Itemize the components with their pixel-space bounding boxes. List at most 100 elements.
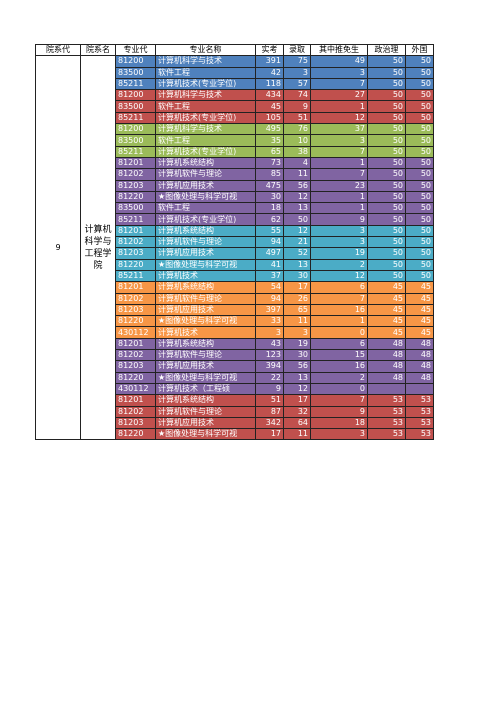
number-cell: 55 (255, 224, 284, 238)
number-cell: 50 (405, 123, 434, 136)
major-code: 85211 (115, 111, 156, 125)
major-code: 81203 (115, 360, 156, 373)
number-cell: 50 (367, 156, 406, 170)
number-cell: 50 (367, 123, 406, 136)
number-cell: 50 (367, 145, 406, 158)
number-cell: 17 (255, 428, 284, 441)
table-row: 81202 计算机软件与理论 87 32 9 53 53 (36, 405, 434, 418)
major-name: 计算机软件与理论 (155, 168, 256, 181)
major-name: 软件工程 (155, 66, 256, 79)
number-cell: 342 (255, 416, 284, 430)
column-header: 专业名称 (155, 43, 256, 57)
number-cell: 50 (367, 224, 406, 238)
number-cell: 50 (405, 89, 434, 102)
number-cell: 7 (310, 394, 368, 407)
major-name: 计算机技术(专业学位) (155, 111, 256, 125)
table-row: 81203 计算机应用技术 342 64 18 53 53 (36, 416, 434, 430)
number-cell: 1 (310, 190, 368, 204)
major-name: 计算机技术(专业学位) (155, 213, 256, 226)
number-cell: 74 (283, 89, 311, 102)
number-cell: 18 (255, 202, 284, 215)
number-cell: 11 (283, 428, 311, 441)
number-cell: 3 (310, 224, 368, 238)
number-cell: 50 (367, 66, 406, 79)
major-name: 计算机应用技术 (155, 416, 256, 430)
major-code: 81201 (115, 156, 156, 170)
number-cell: 50 (367, 77, 406, 91)
number-cell: 52 (283, 247, 311, 260)
number-cell: 37 (310, 123, 368, 136)
number-cell: 45 (405, 281, 434, 294)
number-cell: 26 (283, 292, 311, 305)
major-name: 计算机科学与技术 (155, 89, 256, 102)
table-row: 81202 计算机软件与理论 123 30 15 48 48 (36, 349, 434, 362)
number-cell: 53 (367, 416, 406, 430)
number-cell: 51 (255, 394, 284, 407)
number-cell: 45 (255, 100, 284, 113)
major-name: ★图像处理与科学可视 (155, 428, 256, 441)
number-cell: 73 (255, 156, 284, 170)
column-header: 院系代 (35, 43, 81, 57)
number-cell: 21 (283, 236, 311, 249)
table-row: 81220 ★图像处理与科学可视 41 13 2 50 50 (36, 258, 434, 271)
major-code: 85211 (115, 77, 156, 91)
number-cell: 434 (255, 89, 284, 102)
major-name: ★图像处理与科学可视 (155, 258, 256, 271)
number-cell: 7 (310, 77, 368, 91)
number-cell: 13 (283, 202, 311, 215)
number-cell: 45 (367, 303, 406, 317)
major-code: 81220 (115, 258, 156, 271)
number-cell: 123 (255, 349, 284, 362)
number-cell: 475 (255, 179, 284, 192)
major-name: 计算机软件与理论 (155, 405, 256, 418)
number-cell: 2 (310, 258, 368, 271)
major-name: 计算机应用技术 (155, 247, 256, 260)
number-cell: 45 (367, 326, 406, 339)
major-name: 计算机系统结构 (155, 156, 256, 170)
major-name: 计算机应用技术 (155, 303, 256, 317)
number-cell: 3 (255, 326, 284, 339)
number-cell: 22 (255, 371, 284, 384)
major-name: 计算机系统结构 (155, 394, 256, 407)
column-header: 院系名 (80, 43, 116, 57)
major-name: 软件工程 (155, 100, 256, 113)
number-cell: 497 (255, 247, 284, 260)
number-cell: 45 (367, 281, 406, 294)
major-code: 83500 (115, 202, 156, 215)
number-cell: 11 (283, 315, 311, 328)
table-row: 81203 计算机应用技术 394 56 16 48 48 (36, 360, 434, 373)
number-cell: 50 (405, 100, 434, 113)
major-code: 81203 (115, 179, 156, 192)
number-cell: 94 (255, 292, 284, 305)
major-name: 计算机科学与技术 (155, 123, 256, 136)
major-code: 81200 (115, 123, 156, 136)
number-cell: 7 (310, 292, 368, 305)
number-cell: 30 (255, 190, 284, 204)
number-cell: 1 (310, 315, 368, 328)
major-code: 85211 (115, 145, 156, 158)
number-cell: 27 (310, 89, 368, 102)
number-cell: 3 (310, 66, 368, 79)
number-cell: 57 (283, 77, 311, 91)
number-cell: 50 (405, 224, 434, 238)
number-cell: 62 (255, 213, 284, 226)
number-cell: 16 (310, 360, 368, 373)
dept-name: 计算机科学与工程学院 (80, 55, 116, 441)
number-cell: 3 (283, 66, 311, 79)
number-cell: 30 (283, 349, 311, 362)
number-cell: 50 (405, 66, 434, 79)
number-cell: 48 (405, 349, 434, 362)
number-cell: 50 (367, 213, 406, 226)
major-code: 81202 (115, 292, 156, 305)
number-cell: 15 (310, 349, 368, 362)
number-cell: 391 (255, 55, 284, 68)
number-cell: 48 (405, 337, 434, 351)
number-cell: 45 (405, 303, 434, 317)
table-row: 83500 软件工程 35 10 3 50 50 (36, 134, 434, 147)
number-cell: 50 (367, 134, 406, 147)
number-cell: 51 (283, 111, 311, 125)
major-name: ★图像处理与科学可视 (155, 315, 256, 328)
number-cell: 7 (310, 168, 368, 181)
table-row: 81220 ★图像处理与科学可视 17 11 3 53 53 (36, 428, 434, 441)
number-cell: 45 (367, 315, 406, 328)
